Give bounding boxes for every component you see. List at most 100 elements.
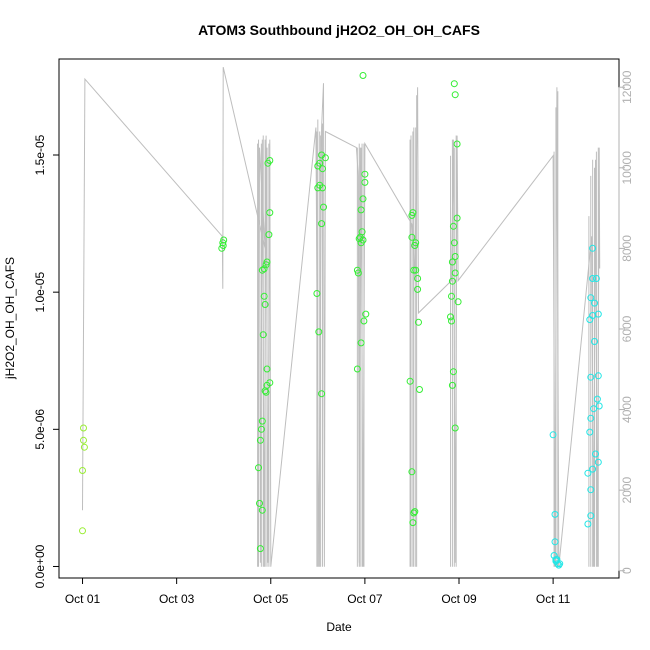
y2-tick-label: 8000: [620, 235, 634, 262]
data-point: [412, 266, 420, 274]
x-tick-label: Oct 05: [253, 592, 289, 606]
data-point: [260, 265, 268, 273]
y2-tick-label: 12000: [620, 70, 634, 104]
data-point: [451, 91, 459, 99]
data-point: [587, 486, 595, 494]
data-point: [448, 317, 455, 325]
data-point: [361, 178, 369, 186]
data-point: [256, 499, 263, 507]
data-point: [450, 239, 458, 247]
y-tick-label: 0.0e+00: [33, 544, 47, 588]
data-point: [551, 510, 559, 518]
data-point: [589, 275, 597, 282]
y-axis-label: jH2O2_OH_OH_CAFS: [3, 257, 17, 380]
data-point: [587, 512, 595, 520]
y2-tick-label: 10000: [620, 151, 634, 185]
data-point: [319, 184, 326, 192]
scatter-points: [79, 72, 603, 569]
data-point: [409, 209, 417, 217]
data-point: [320, 203, 327, 211]
data-point: [414, 285, 422, 293]
data-point: [451, 269, 459, 277]
data-point: [80, 436, 87, 444]
data-point: [594, 310, 602, 318]
data-point: [321, 154, 329, 162]
data-point: [359, 236, 367, 244]
data-point: [313, 290, 321, 297]
data-point: [587, 294, 595, 302]
data-point: [555, 561, 563, 569]
data-point: [556, 560, 564, 568]
data-point: [584, 469, 592, 477]
data-point: [414, 275, 422, 282]
data-point: [219, 239, 227, 247]
data-point: [594, 372, 602, 380]
data-point: [591, 338, 598, 345]
data-point: [256, 436, 264, 444]
data-point: [318, 390, 326, 398]
data-point: [258, 417, 266, 425]
y-tick-label: 1.0e-05: [33, 272, 47, 313]
data-point: [263, 258, 271, 266]
data-point: [448, 258, 456, 266]
data-point: [408, 468, 416, 476]
data-point: [409, 519, 417, 527]
data-point: [355, 235, 363, 243]
x-tick-label: Oct 07: [347, 592, 383, 606]
data-point: [353, 365, 361, 373]
data-point: [265, 231, 273, 239]
data-point: [360, 317, 368, 325]
data-point: [263, 365, 271, 373]
data-point: [406, 377, 414, 385]
data-point: [79, 467, 86, 474]
data-point: [449, 222, 457, 230]
x-tick-label: Oct 11: [536, 592, 571, 606]
data-point: [319, 165, 326, 173]
data-point: [258, 506, 266, 514]
data-point: [454, 298, 462, 306]
data-point: [80, 443, 88, 451]
data-point: [361, 170, 369, 178]
data-point: [411, 242, 419, 249]
data-point: [79, 527, 86, 535]
data-point: [594, 458, 602, 466]
data-point: [554, 560, 562, 568]
data-point: [362, 310, 370, 318]
data-point: [447, 313, 454, 321]
data-point: [262, 388, 270, 396]
data-point: [266, 379, 274, 387]
data-point: [315, 328, 323, 336]
data-point: [416, 386, 423, 393]
data-point: [316, 159, 324, 167]
x-tick-label: Oct 09: [441, 592, 477, 606]
x-axis: Oct 01 Oct 03 Oct 05 Oct 07 Oct 09 Oct 11: [65, 577, 571, 606]
data-point: [589, 244, 597, 252]
data-point: [450, 80, 458, 88]
data-point: [259, 331, 267, 339]
data-point: [261, 301, 269, 308]
data-point: [359, 72, 367, 79]
data-point: [318, 220, 326, 228]
y2-tick-label: 6000: [620, 315, 634, 342]
y-tick-label: 1.5e-05: [33, 134, 47, 175]
data-point: [257, 425, 265, 433]
data-point: [219, 242, 227, 249]
data-point: [448, 381, 456, 389]
y-axis-right: 0 2000 4000 6000 8000 10000 12000: [618, 70, 634, 574]
y2-tick-label: 2000: [620, 477, 634, 504]
data-point: [587, 414, 595, 422]
data-point: [593, 395, 601, 403]
data-point: [264, 159, 272, 167]
plot-frame: [58, 58, 620, 579]
data-point: [551, 538, 559, 546]
altitude-series: [82, 66, 601, 567]
data-point: [357, 339, 365, 347]
data-point: [411, 508, 419, 516]
x-axis-label: Date: [326, 620, 352, 634]
data-point: [359, 195, 367, 203]
data-point: [587, 373, 595, 381]
data-point: [449, 368, 457, 376]
data-point: [410, 509, 418, 517]
